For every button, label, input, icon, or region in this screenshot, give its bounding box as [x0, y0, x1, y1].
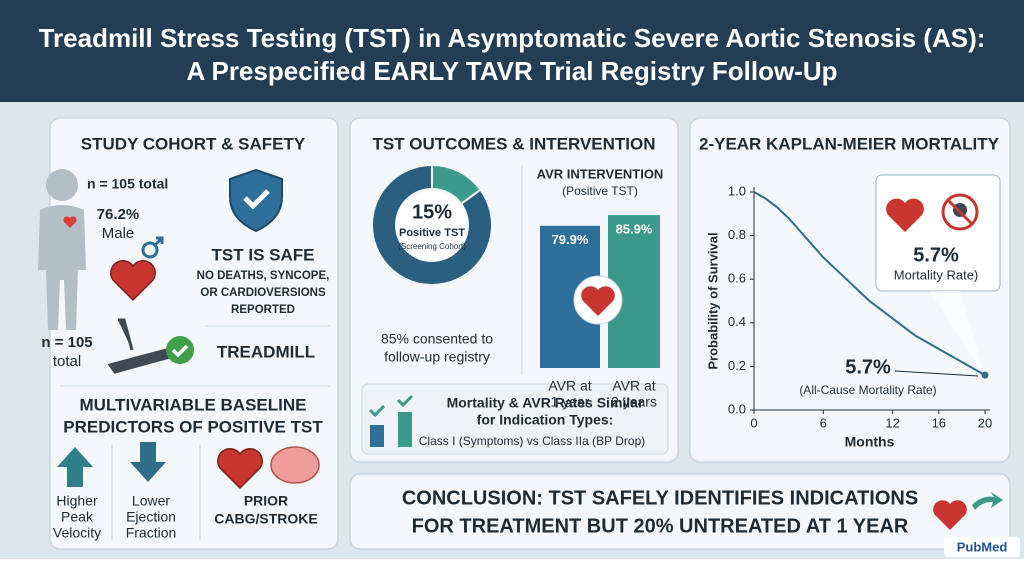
donut-center [397, 190, 467, 260]
y-axis-label: Probability of Survival [705, 232, 720, 369]
end-point [981, 371, 989, 379]
header-band [0, 0, 1024, 102]
x-tick-label: 20 [978, 415, 992, 430]
bar-category-label: 1 year [551, 394, 590, 410]
safe-text: OR CARDIOVERSIONS [200, 287, 326, 299]
conclusion-text: CONCLUSION: TST SAFELY IDENTIFIES INDICA… [402, 487, 918, 509]
bar-category-label: AVR at [612, 378, 655, 394]
cohort-n: n = 105 [41, 334, 92, 351]
y-tick-label: 1.0 [728, 183, 746, 198]
consent-text: 85% consented to [381, 331, 493, 347]
predictor-text: Ejection [126, 509, 176, 525]
consent-text: follow-up registry [384, 349, 490, 365]
safe-text: REPORTED [231, 304, 295, 316]
heart-icon [886, 198, 924, 232]
bar-value-label: 79.9% [552, 232, 589, 247]
donut-segment [371, 163, 493, 286]
predictor-text: PRIOR [244, 493, 288, 509]
predictor-text: Peak [61, 509, 94, 525]
similar-detail: Class I (Symptoms) vs Class IIa (BP Drop… [419, 434, 646, 448]
x-tick-label: 16 [932, 415, 946, 430]
person-icon [38, 205, 86, 330]
down-arrow [130, 442, 166, 482]
heart-icon [933, 500, 967, 530]
donut-sub: (Screening Cohort) [398, 242, 466, 251]
no-death-icon [946, 198, 974, 226]
heart-icon [217, 448, 263, 490]
y-tick-label: 0.6 [728, 271, 746, 286]
heart-icon [581, 286, 615, 316]
callout-value: 5.7% [913, 244, 959, 266]
check-icon [243, 189, 270, 210]
heart-icon [110, 260, 156, 302]
bar-category-label: AVR at [548, 378, 591, 394]
conclusion-panel [349, 473, 1011, 550]
safe-text: NO DEATHS, SYNCOPE, [197, 270, 330, 282]
avr-sub: (Positive TST) [562, 184, 638, 198]
pubmed-logo: PubMed [957, 539, 1008, 554]
predictor-text: Lower [132, 493, 170, 509]
safe-title: TST IS SAFE [212, 245, 315, 264]
male-symbol [141, 241, 159, 259]
callout-label: Mortality Rate) [894, 267, 979, 282]
callout-pointer [930, 291, 985, 376]
panel-heading: PREDICTORS OF POSITIVE TST [63, 417, 323, 436]
check-icon [171, 344, 189, 358]
no-death-icon [941, 193, 979, 231]
x-tick-label: 0 [750, 415, 757, 430]
up-arrow [57, 447, 93, 487]
panel-heading: 2-YEAR KAPLAN-MEIER MORTALITY [699, 134, 1000, 153]
cohort-n: total [53, 353, 81, 370]
panel-heading: STUDY COHORT & SAFETY [81, 134, 306, 153]
x-axis-label: Months [845, 434, 895, 450]
brain-icon [270, 446, 320, 484]
panel-heading: MULTIVARIABLE BASELINE [80, 395, 307, 414]
y-tick-label: 0.8 [728, 227, 746, 242]
male-symbol [153, 236, 164, 247]
check-icon [368, 394, 414, 418]
check-icon [166, 336, 194, 364]
y-tick-label: 0.2 [728, 358, 746, 373]
bar-icon [370, 425, 384, 447]
similar-text: for Indication Types: [477, 412, 614, 428]
similar-text: Mortality & AVR Rates Similar [447, 395, 644, 411]
annotation-value: 5.7% [845, 356, 891, 378]
arrow-icon [972, 492, 1003, 510]
logo-box [944, 537, 1020, 557]
panel-heading: TST OUTCOMES & INTERVENTION [372, 134, 655, 153]
y-tick-label: 0.0 [728, 401, 746, 416]
donut-label: Positive TST [399, 227, 465, 239]
conclusion-text: FOR TREATMENT BUT 20% UNTREATED AT 1 YEA… [412, 515, 909, 537]
bar-value-label: 85.9% [616, 222, 653, 237]
x-tick-label: 12 [885, 415, 899, 430]
bar-icon [398, 412, 412, 447]
x-tick-label: 6 [820, 415, 827, 430]
male-pct: 76.2% [97, 206, 140, 223]
person-icon [46, 169, 78, 201]
similar-box [361, 383, 669, 455]
annotation-line [894, 370, 979, 377]
predictor-text: Velocity [53, 525, 101, 541]
treadmill-label: TREADMILL [217, 342, 315, 361]
predictor-text: Higher [56, 493, 98, 509]
avr-heading: AVR INTERVENTION [537, 166, 664, 181]
title-line: Treadmill Stress Testing (TST) in Asympt… [39, 23, 986, 53]
y-tick-label: 0.4 [728, 314, 746, 329]
title-line: A Prespecified EARLY TAVR Trial Registry… [186, 56, 837, 86]
cohort-n: n = 105 total [87, 176, 168, 192]
heart-icon [63, 216, 77, 228]
bar-category-label: 2 years [611, 394, 657, 410]
predictor-text: Fraction [126, 525, 177, 541]
survival-curve [753, 191, 986, 376]
predictor-text: CABG/STROKE [214, 511, 317, 527]
donut-value: 15% [412, 201, 452, 223]
annotation-label: (All-Cause Mortality Rate) [799, 383, 936, 397]
male-label: Male [102, 225, 135, 242]
